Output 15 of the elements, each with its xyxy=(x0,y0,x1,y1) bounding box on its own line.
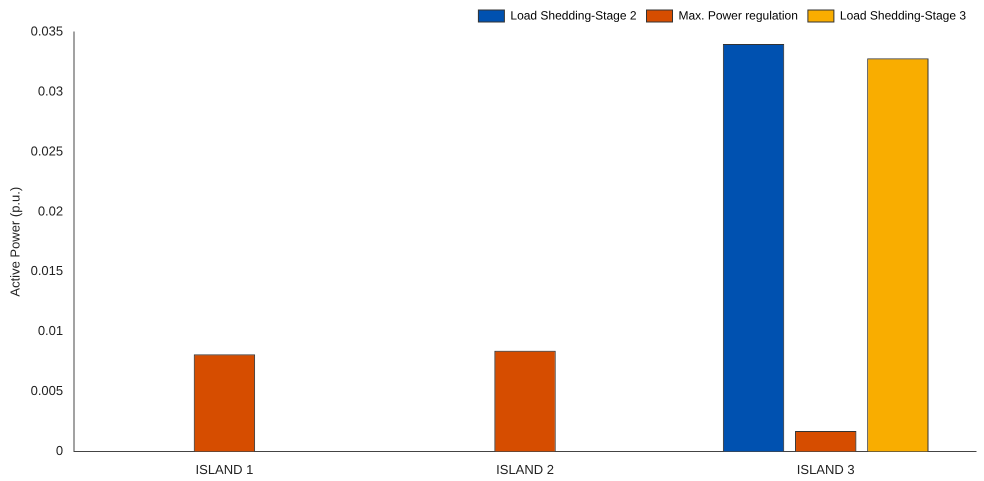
legend-label: Load Shedding-Stage 2 xyxy=(510,8,637,22)
y-tick-label: 0.015 xyxy=(30,263,64,278)
y-tick-label: 0 xyxy=(56,442,64,458)
y-tick-label: 0.02 xyxy=(38,203,64,218)
y-tick-label: 0.01 xyxy=(38,323,64,338)
legend-label: Max. Power regulation xyxy=(678,8,798,22)
y-axis-title: Active Power (p.u.) xyxy=(7,186,22,297)
y-tick-label: 0.03 xyxy=(38,83,64,98)
x-tick-label: ISLAND 1 xyxy=(196,462,254,477)
y-tick-label: 0.005 xyxy=(30,383,64,398)
y-tick-label: 0.035 xyxy=(30,24,64,39)
y-tick-label: 0.025 xyxy=(30,143,64,158)
legend-label: Load Shedding-Stage 3 xyxy=(840,8,966,22)
x-tick-label: ISLAND 2 xyxy=(496,462,554,477)
x-tick-label: ISLAND 3 xyxy=(796,462,855,477)
